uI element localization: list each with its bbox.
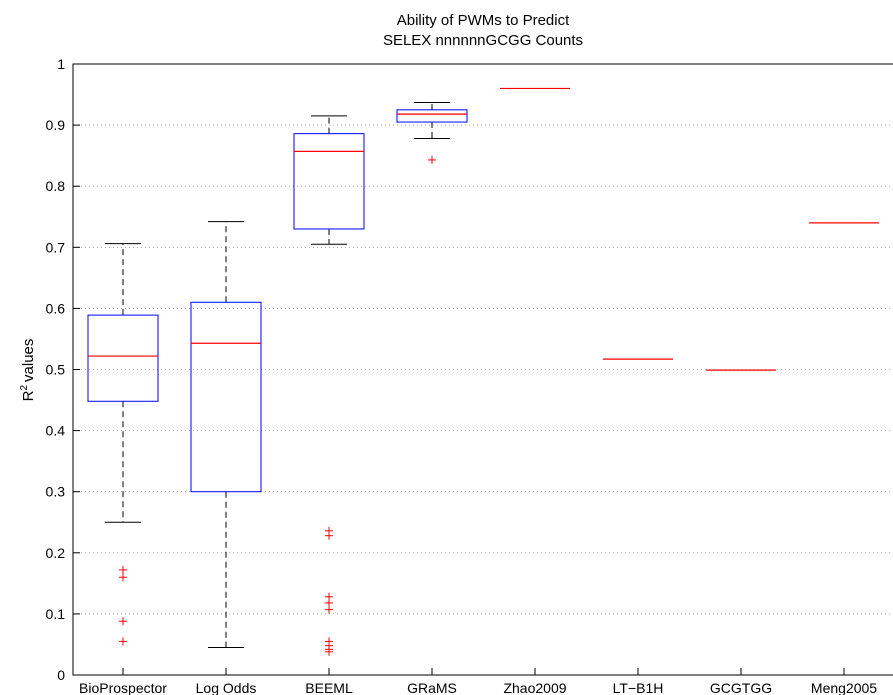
y-tick-label: 1 xyxy=(57,56,65,72)
iqr-box xyxy=(87,314,159,402)
x-tick-label: Meng2005 xyxy=(811,680,877,695)
outlier-point xyxy=(119,573,127,582)
boxes xyxy=(87,87,879,656)
x-tick-label: GCGTGG xyxy=(710,680,772,695)
x-tick-label: BioProspector xyxy=(79,680,167,695)
y-axis-label-superscript: 2 xyxy=(19,385,30,391)
y-tick-label: 0.8 xyxy=(46,178,66,194)
y-tick-label: 0 xyxy=(57,667,65,683)
iqr-box xyxy=(396,109,468,123)
box-group xyxy=(87,243,159,646)
outlier-point xyxy=(119,565,127,574)
y-axis-ticks: 0 0.1 0.2 0.3 0.4 0.5 0.6 0.7 0.8 0.9 1 xyxy=(46,56,80,683)
x-axis-ticks: BioProspector Log Odds BEEML GRaMS Zhao2009 L… xyxy=(79,668,877,695)
outlier-point xyxy=(119,617,127,626)
y-axis-label-text: values xyxy=(20,339,37,382)
y-tick-label: 0.9 xyxy=(46,117,66,133)
outlier-point xyxy=(325,605,333,614)
y-tick-label: 0.7 xyxy=(46,239,66,255)
iqr-box xyxy=(190,301,262,493)
y-tick-label: 0.1 xyxy=(46,606,66,622)
x-tick-label: Zhao2009 xyxy=(503,680,566,695)
y-axis-label-prefix: R xyxy=(20,390,37,401)
y-axis-label: R2 values xyxy=(19,339,37,402)
y-tick-label: 0.6 xyxy=(46,300,66,316)
y-tick-label: 0.4 xyxy=(46,423,66,439)
box-group xyxy=(293,115,365,656)
chart-title-line-1: Ability of PWMs to Predict xyxy=(397,12,570,29)
y-tick-label: 0.2 xyxy=(46,545,66,561)
outlier-point xyxy=(325,598,333,607)
box-group xyxy=(190,221,262,649)
grid-lines xyxy=(73,124,893,615)
x-tick-label: BEEML xyxy=(305,680,353,695)
outlier-point xyxy=(119,637,127,646)
x-tick-label: GRaMS xyxy=(407,680,457,695)
x-tick-label: Log Odds xyxy=(196,680,257,695)
outlier-point xyxy=(325,647,333,656)
iqr-box xyxy=(293,133,365,230)
x-tick-label: LT−B1H xyxy=(613,680,664,695)
y-tick-label: 0.3 xyxy=(46,484,66,500)
outlier-point xyxy=(428,155,436,164)
chart-title-line-2: SELEX nnnnnnGCGG Counts xyxy=(383,32,583,49)
box-group xyxy=(396,101,468,164)
y-tick-label: 0.5 xyxy=(46,362,66,378)
outlier-point xyxy=(325,531,333,540)
